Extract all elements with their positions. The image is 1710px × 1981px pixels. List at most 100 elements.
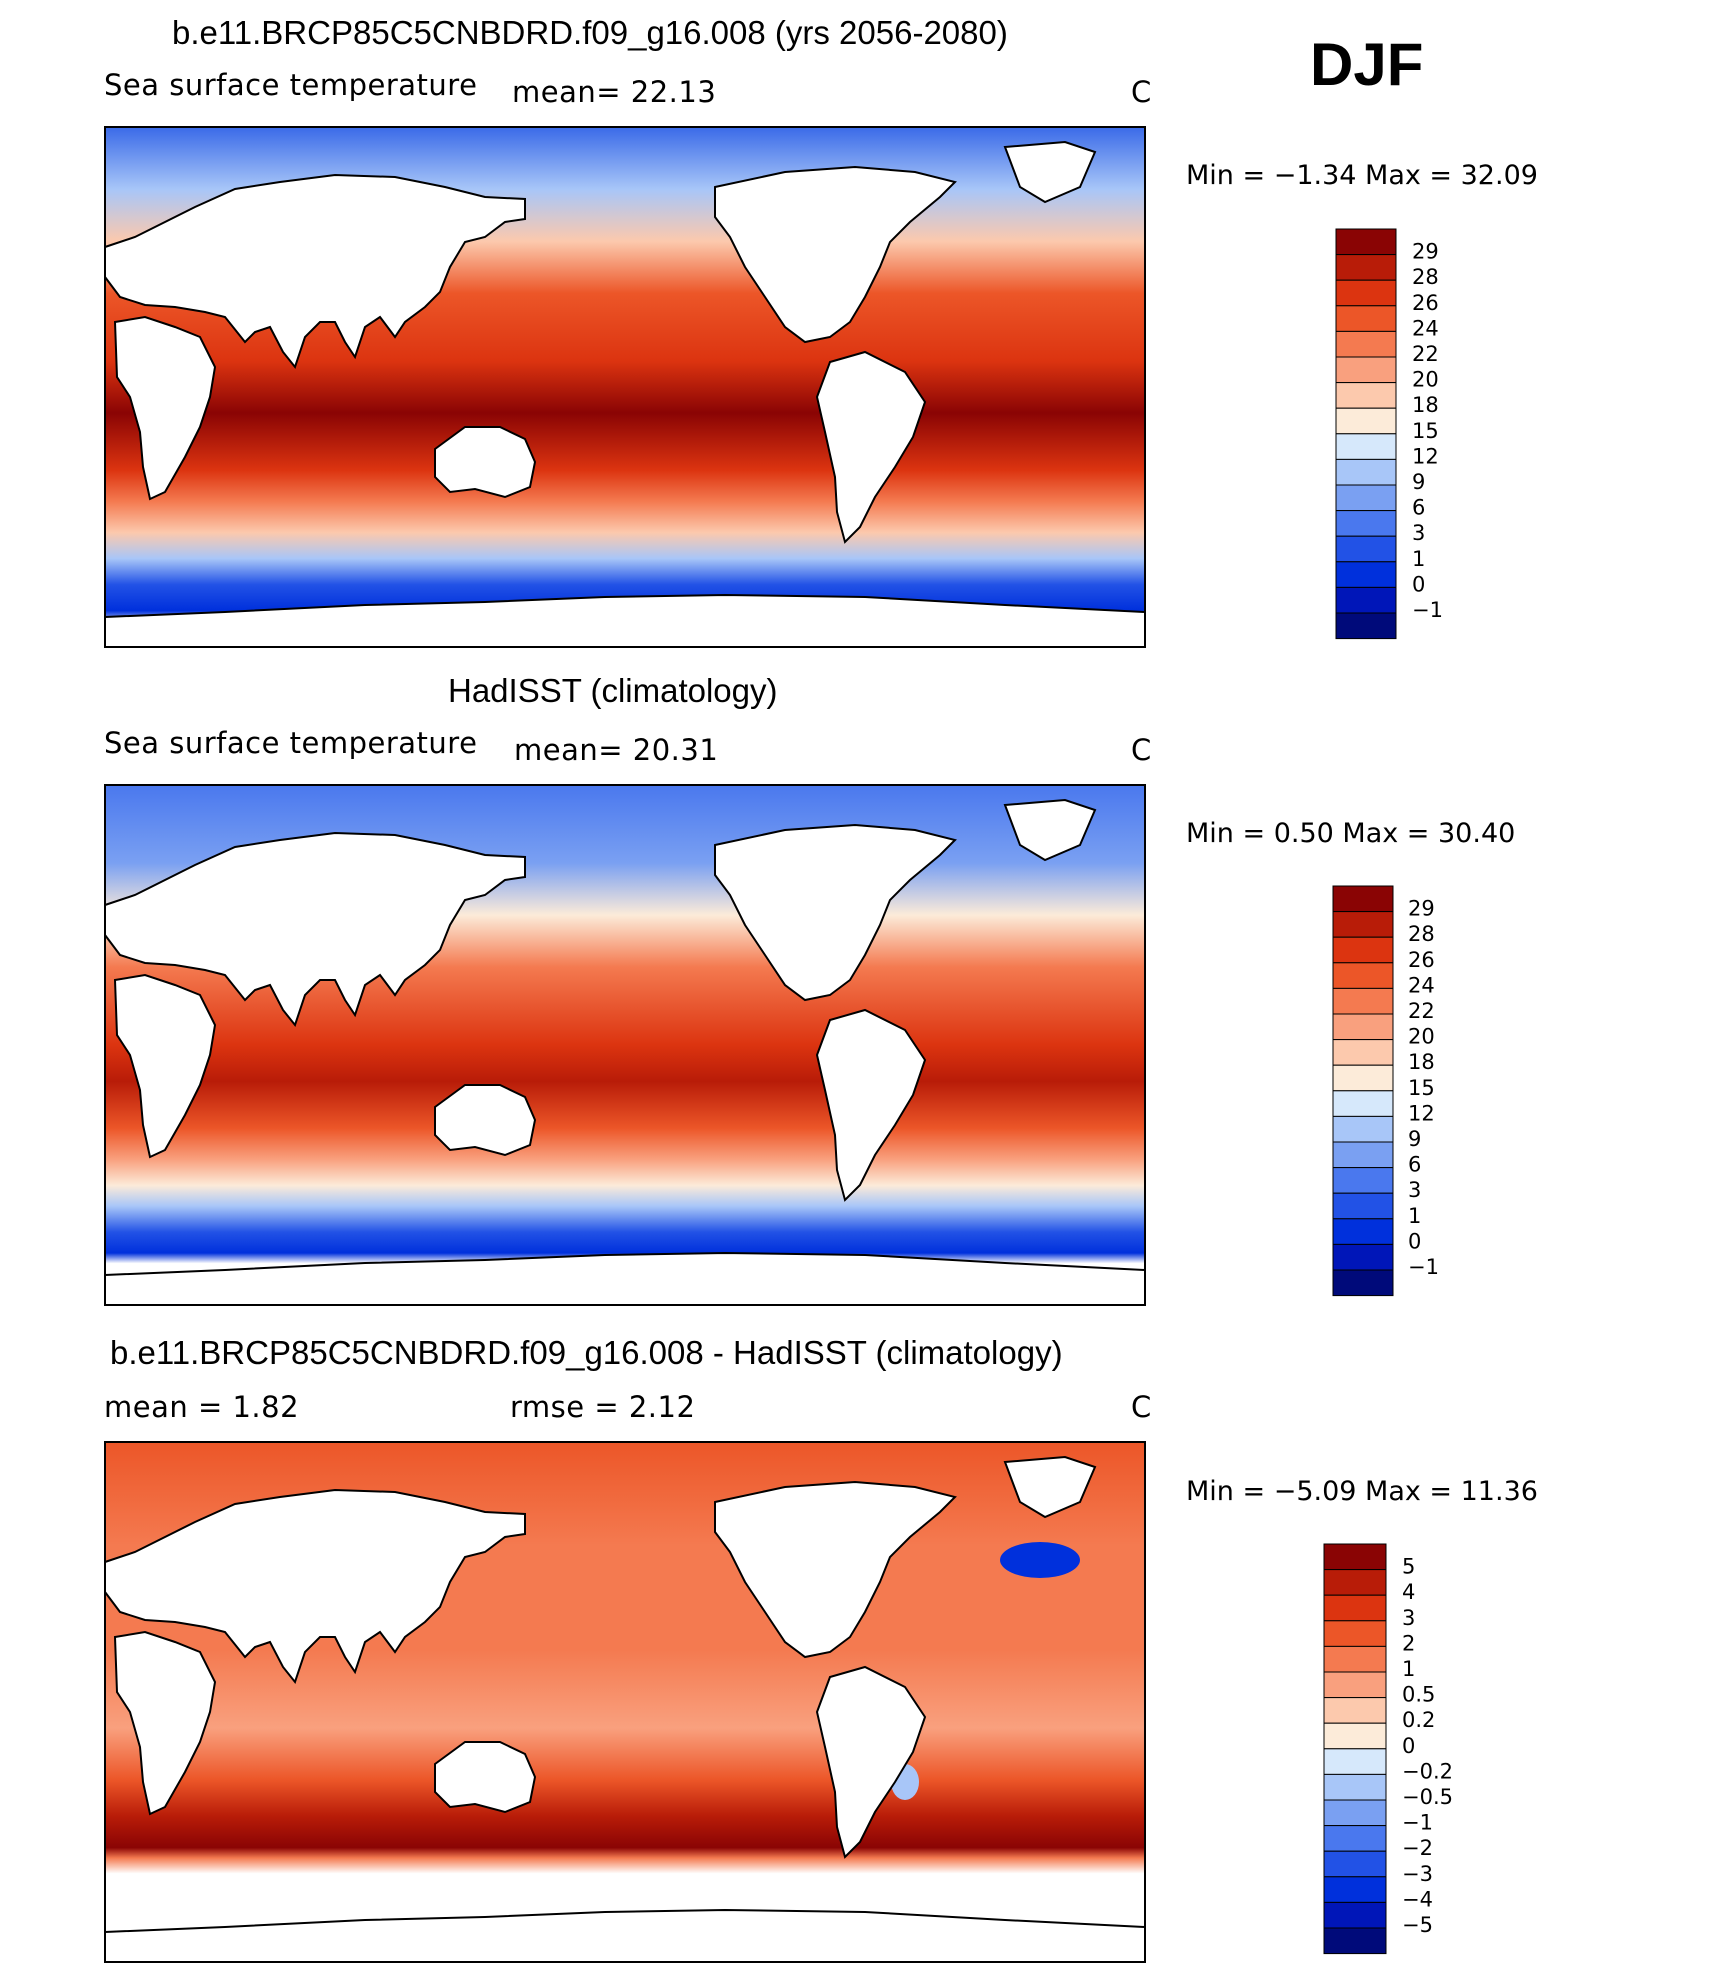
- colorbar-1-tick-label: 6: [1412, 496, 1425, 520]
- colorbar-2-tick-label: 20: [1408, 1025, 1435, 1049]
- colorbar-1-swatch: [1335, 510, 1397, 537]
- colorbar-3-tick-label: −0.2: [1402, 1759, 1453, 1783]
- colorbar-1-tick-label: 1: [1412, 547, 1425, 571]
- panel-2-map: [104, 784, 1146, 1306]
- colorbar-2-swatch: [1332, 1218, 1394, 1245]
- colorbar-3-swatch: [1323, 1901, 1387, 1929]
- colorbar-3-tick-label: 0.5: [1402, 1683, 1435, 1707]
- colorbar-3-swatch: [1323, 1722, 1387, 1750]
- panel-2-minmax: Min = 0.50 Max = 30.40: [1186, 818, 1516, 849]
- colorbar-1-tick-label: 18: [1412, 393, 1439, 417]
- colorbar-1-tick-label: 15: [1412, 419, 1439, 443]
- colorbar-2-tick-label: 3: [1408, 1178, 1421, 1202]
- colorbar-3-tick-label: −0.5: [1402, 1785, 1453, 1809]
- colorbar-2-tick-label: 1: [1408, 1204, 1421, 1228]
- panel-1-map: [104, 126, 1146, 648]
- colorbar-2-swatch: [1332, 885, 1394, 913]
- panel-3-minmax: Min = −5.09 Max = 11.36: [1186, 1476, 1538, 1507]
- colorbar-3-tick-label: 2: [1402, 1631, 1415, 1655]
- colorbar-2-swatch: [1332, 1269, 1394, 1297]
- panel-3-cold-anomaly: [1000, 1542, 1080, 1578]
- colorbar-1-tick-label: 20: [1412, 368, 1439, 392]
- colorbar-1-swatch: [1335, 279, 1397, 307]
- colorbar-2-swatch: [1332, 962, 1394, 989]
- colorbar-1-swatch: [1335, 330, 1397, 358]
- panel-1-variable-label: Sea surface temperature: [104, 68, 478, 102]
- colorbar-1-swatch: [1335, 382, 1397, 409]
- colorbar-1-swatch: [1335, 458, 1397, 486]
- colorbar-2-tick-label: 6: [1408, 1153, 1421, 1177]
- colorbar-3-swatch: [1323, 1620, 1387, 1647]
- colorbar-3-swatch: [1323, 1799, 1387, 1827]
- panel-2-title: HadISST (climatology): [448, 672, 778, 709]
- colorbar-3-swatch: [1323, 1569, 1387, 1596]
- colorbar-3-swatch: [1323, 1927, 1387, 1955]
- colorbar-3-swatch: [1323, 1850, 1387, 1878]
- colorbar-2-swatch: [1332, 1013, 1394, 1041]
- panel-2-mean-label: mean= 20.31: [514, 733, 719, 767]
- colorbar-2-tick-label: −1: [1408, 1255, 1439, 1279]
- panel-3-rmse-label: rmse = 2.12: [510, 1390, 696, 1424]
- colorbar-3-swatch: [1323, 1594, 1387, 1622]
- panel-2-variable-label: Sea surface temperature: [104, 726, 478, 760]
- panel-1-minmax: Min = −1.34 Max = 32.09: [1186, 160, 1538, 191]
- colorbar-2-swatch: [1332, 1090, 1394, 1117]
- colorbar-2-swatch: [1332, 1064, 1394, 1092]
- colorbar-3-tick-label: 3: [1402, 1606, 1415, 1630]
- colorbar-1-swatch: [1335, 561, 1397, 588]
- colorbar-2-swatch: [1332, 936, 1394, 964]
- panel-1-mean-label: mean= 22.13: [512, 75, 717, 109]
- colorbar-2-tick-label: 24: [1408, 973, 1435, 997]
- colorbar-1-tick-label: 9: [1412, 470, 1425, 494]
- colorbar-2-swatch: [1332, 1115, 1394, 1143]
- colorbar-3-swatch: [1323, 1748, 1387, 1775]
- season-label: DJF: [1310, 31, 1424, 98]
- panel-3-frame: [104, 1441, 1146, 1963]
- colorbar-1-swatch: [1335, 254, 1397, 281]
- colorbar-2-tick-label: 29: [1408, 897, 1435, 921]
- colorbar-1-swatch: [1335, 535, 1397, 563]
- colorbar-1-swatch: [1335, 228, 1397, 256]
- colorbar-2-swatch: [1332, 1141, 1394, 1169]
- colorbar-2-swatch: [1332, 987, 1394, 1015]
- colorbar-1-swatch: [1335, 433, 1397, 460]
- panel-1-units: C: [1131, 75, 1152, 109]
- colorbar-3-swatch: [1323, 1697, 1387, 1724]
- colorbar-2-swatch: [1332, 1192, 1394, 1220]
- colorbar-1-tick-label: 24: [1412, 316, 1439, 340]
- colorbar-1-swatch: [1335, 612, 1397, 640]
- colorbar-1-tick-label: 22: [1412, 342, 1439, 366]
- colorbar-2-swatch: [1332, 1039, 1394, 1066]
- panel-3-mean-label: mean = 1.82: [104, 1390, 300, 1424]
- colorbar-2-tick-label: 18: [1408, 1050, 1435, 1074]
- colorbar-3-tick-label: 0: [1402, 1734, 1415, 1758]
- colorbar-3-tick-label: 1: [1402, 1657, 1415, 1681]
- colorbar-3-tick-label: −4: [1402, 1887, 1433, 1911]
- colorbar-1-swatch: [1335, 407, 1397, 435]
- colorbar-3-tick-label: 0.2: [1402, 1708, 1435, 1732]
- colorbar-1-tick-label: 28: [1412, 265, 1439, 289]
- colorbar-3-swatch: [1323, 1543, 1387, 1571]
- colorbar-2-tick-label: 9: [1408, 1127, 1421, 1151]
- colorbar-3-tick-label: −3: [1402, 1862, 1433, 1886]
- panel-3-units: C: [1131, 1390, 1152, 1424]
- colorbar-1-swatch: [1335, 356, 1397, 384]
- colorbar-3-tick-label: −1: [1402, 1811, 1433, 1835]
- colorbar-3-swatch: [1323, 1671, 1387, 1699]
- colorbar-3-tick-label: 4: [1402, 1580, 1415, 1604]
- colorbar-1-tick-label: 29: [1412, 240, 1439, 264]
- colorbar-1-swatch: [1335, 484, 1397, 512]
- colorbar-1-tick-label: 0: [1412, 572, 1425, 596]
- colorbar-3-swatch: [1323, 1825, 1387, 1852]
- panel-2-frame: [104, 784, 1146, 1306]
- colorbar-1-swatch: [1335, 305, 1397, 332]
- colorbar-2-tick-label: 22: [1408, 999, 1435, 1023]
- colorbar-3-swatch: [1323, 1645, 1387, 1673]
- colorbar-2-tick-label: 28: [1408, 922, 1435, 946]
- panel-3-title: b.e11.BRCP85C5CNBDRD.f09_g16.008 - HadIS…: [110, 1334, 1063, 1371]
- colorbar-3-tick-label: −5: [1402, 1913, 1433, 1937]
- colorbar-1-tick-label: 12: [1412, 444, 1439, 468]
- colorbar-2-tick-label: 26: [1408, 948, 1435, 972]
- colorbar-1-tick-label: −1: [1412, 598, 1443, 622]
